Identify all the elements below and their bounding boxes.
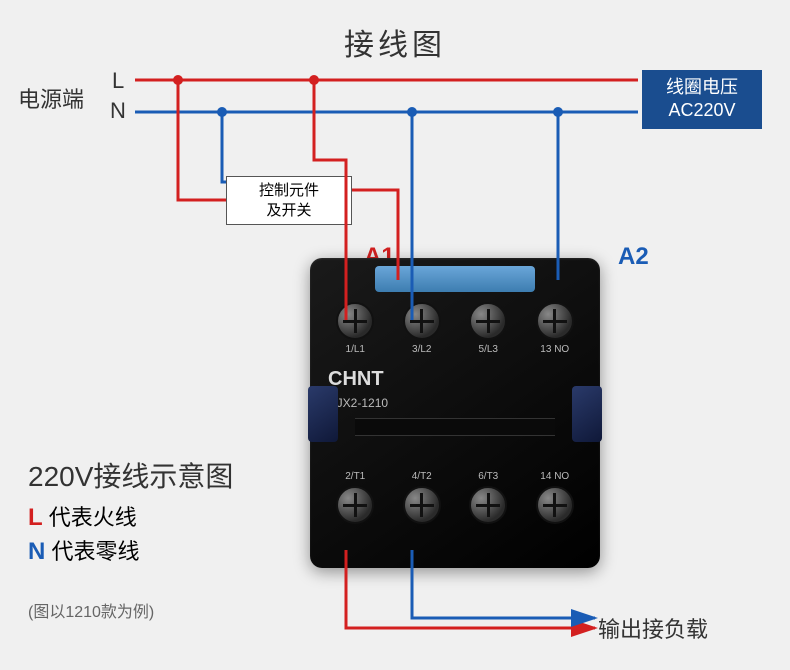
node-n bbox=[217, 107, 227, 117]
legend-l-text: 代表火线 bbox=[43, 505, 137, 530]
term-label: 5/L3 bbox=[469, 344, 507, 355]
term-label: 14 NO bbox=[536, 471, 574, 482]
output-load-label: 输出接负载 bbox=[598, 612, 708, 644]
node-l bbox=[173, 75, 183, 85]
side-block bbox=[308, 386, 338, 442]
legend-n: N 代表零线 bbox=[28, 534, 139, 566]
screw-icon bbox=[536, 302, 574, 340]
screw-icon bbox=[469, 302, 507, 340]
line-n-label: N bbox=[110, 98, 126, 124]
term-label: 2/T1 bbox=[336, 471, 374, 482]
ctrl-line2: 及开关 bbox=[229, 201, 349, 221]
node-n bbox=[553, 107, 563, 117]
coil-line1: 线圈电压 bbox=[646, 76, 758, 99]
screw-icon bbox=[403, 486, 441, 524]
bottom-terminal-labels: 2/T1 4/T2 6/T3 14 NO bbox=[310, 471, 600, 482]
center-block bbox=[355, 418, 555, 436]
contactor-device: 1/L1 3/L2 5/L3 13 NO CHNT CJX2-1210 2/T1… bbox=[310, 258, 600, 568]
term-label: 1/L1 bbox=[336, 344, 374, 355]
screw-icon bbox=[336, 302, 374, 340]
term-label: 3/L2 bbox=[403, 344, 441, 355]
example-note: (图以1210款为例) bbox=[28, 598, 154, 622]
ctrl-line1: 控制元件 bbox=[229, 181, 349, 201]
screw-icon bbox=[403, 302, 441, 340]
top-screw-row bbox=[310, 302, 600, 340]
node-n bbox=[407, 107, 417, 117]
screw-icon bbox=[536, 486, 574, 524]
wire-n-to-ctrl bbox=[222, 112, 226, 182]
legend-l-symbol: L bbox=[28, 504, 43, 531]
diagram-title: 接线图 bbox=[344, 20, 446, 64]
term-label: 13 NO bbox=[536, 344, 574, 355]
control-element-box: 控制元件 及开关 bbox=[226, 176, 352, 225]
screw-icon bbox=[336, 486, 374, 524]
screw-icon bbox=[469, 486, 507, 524]
node-l bbox=[309, 75, 319, 85]
line-l-label: L bbox=[112, 68, 124, 94]
coil-voltage-box: 线圈电压 AC220V bbox=[642, 70, 762, 129]
side-block bbox=[572, 386, 602, 442]
legend-title: 220V接线示意图 bbox=[28, 455, 233, 495]
coil-line2: AC220V bbox=[646, 99, 758, 122]
bottom-screw-row bbox=[310, 486, 600, 524]
power-source-label: 电源端 bbox=[18, 82, 84, 114]
legend-l: L 代表火线 bbox=[28, 500, 137, 532]
device-top-plate bbox=[375, 266, 535, 292]
legend-n-symbol: N bbox=[28, 538, 45, 565]
term-label: 6/T3 bbox=[469, 471, 507, 482]
top-terminal-labels: 1/L1 3/L2 5/L3 13 NO bbox=[310, 344, 600, 355]
terminal-a2-label: A2 bbox=[618, 243, 649, 271]
legend-n-text: 代表零线 bbox=[45, 539, 139, 564]
wire-l-to-ctrl bbox=[178, 80, 226, 200]
term-label: 4/T2 bbox=[403, 471, 441, 482]
